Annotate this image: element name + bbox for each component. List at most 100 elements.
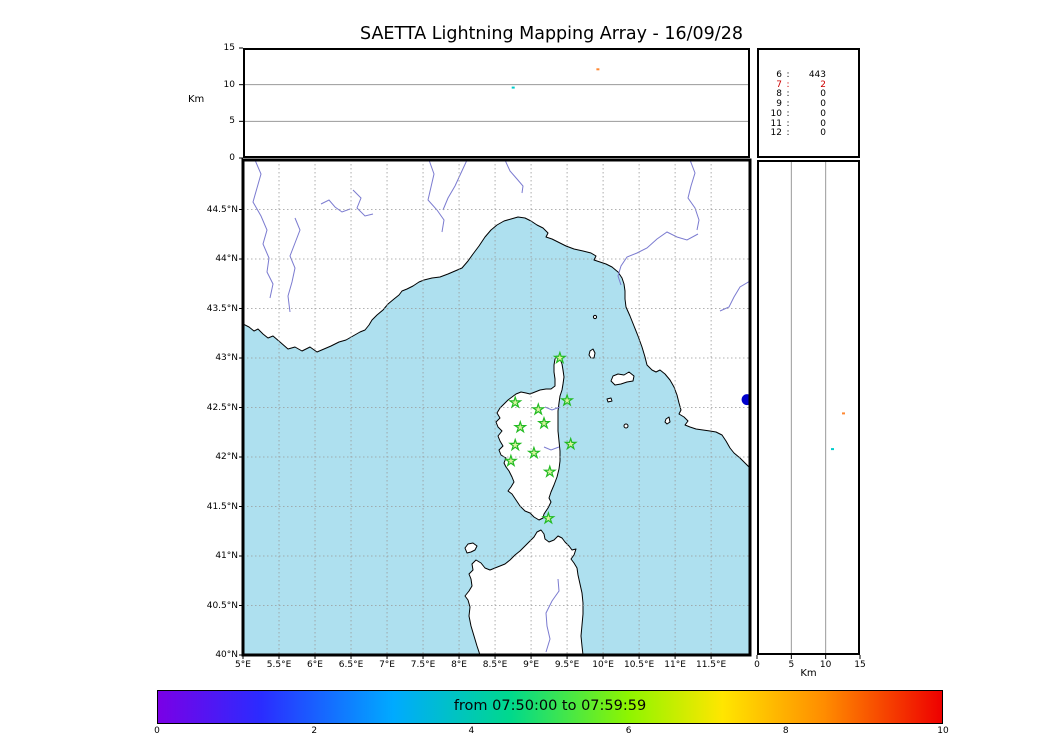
station-count-row: 11: 0	[759, 118, 858, 130]
km-tick-label: 10	[819, 660, 832, 670]
lon-tick-label: 7.5°E	[410, 660, 436, 670]
station-id: 8	[776, 89, 782, 100]
altitude-time-panel	[239, 47, 750, 159]
map-svg	[239, 158, 752, 659]
station-marker	[503, 453, 518, 467]
lat-tick-label: 43.5°N	[206, 303, 238, 314]
land-continent	[243, 160, 750, 469]
island-gorgona	[592, 314, 598, 320]
colon: :	[786, 89, 790, 100]
river	[687, 160, 700, 231]
station-count-row: 12: 0	[759, 129, 858, 139]
km-tick-label: 5	[788, 660, 795, 670]
station-marker	[531, 402, 546, 416]
river	[320, 199, 351, 213]
river	[442, 160, 468, 211]
station-count: 0	[820, 128, 826, 139]
colorbar-label: from 07:50:00 to 07:59:59	[453, 698, 647, 714]
station-marker	[559, 393, 575, 407]
station-count: 0	[820, 118, 826, 129]
station-marker	[542, 464, 557, 478]
lon-tick-label: 9.5°E	[554, 660, 580, 670]
lat-tick-label: 41°N	[215, 551, 238, 561]
map-panel	[239, 158, 752, 659]
km-tick-label: 0	[754, 660, 760, 670]
station-id: 10	[770, 108, 782, 119]
right-panel-axis-title: Km	[800, 668, 817, 679]
lon-tick-label: 5.5°E	[266, 660, 292, 670]
station-id: 7	[776, 79, 782, 90]
altitude-lat-tick-marks	[756, 655, 861, 659]
colorbar-tick-label: 6	[625, 726, 632, 736]
lat-tick-label: 40.5°N	[206, 600, 238, 611]
source-point	[842, 412, 845, 415]
colon: :	[786, 70, 790, 80]
lat-tick-label: 42°N	[215, 452, 238, 462]
station-id: 11	[770, 118, 782, 129]
river	[252, 160, 274, 299]
altitude-axis-title: Km	[188, 94, 205, 105]
station-count-list: 6: 443 7: 2 8: 0 9: 0 10: 0 11: 0 12: 0	[759, 70, 858, 139]
altitude-lat-gridlines	[790, 160, 827, 655]
river	[544, 406, 561, 411]
station-marker	[537, 415, 552, 430]
station-count-panel: 6: 443 7: 2 8: 0 9: 0 10: 0 11: 0 12: 0	[757, 48, 860, 158]
altitude-panel-border	[243, 48, 750, 158]
source-point	[596, 68, 600, 71]
station-count: 0	[820, 108, 826, 119]
station-count: 0	[820, 89, 826, 100]
colorbar-tick-label: 4	[468, 726, 475, 736]
island-elba	[610, 371, 635, 386]
lon-tick-label: 7°E	[379, 660, 395, 670]
map-border	[241, 158, 752, 657]
altitude-tick-marks	[239, 47, 243, 159]
station-markers	[503, 350, 578, 525]
station-count-row: 9: 0	[759, 99, 858, 110]
altitude-lat-points	[831, 412, 845, 451]
river	[545, 578, 560, 653]
figure-title: SAETTA Lightning Mapping Array - 16/09/2…	[360, 24, 743, 44]
station-id: 9	[776, 99, 782, 110]
altitude-latitude-svg	[756, 160, 861, 659]
station-marker	[508, 395, 523, 409]
colon: :	[786, 108, 790, 119]
station-marker	[513, 419, 528, 434]
lon-tick-label: 9°E	[523, 660, 540, 670]
altitude-gridlines	[243, 84, 750, 122]
station-marker	[526, 445, 542, 460]
lightning-sources	[741, 394, 750, 406]
km-tick-label: 15	[854, 660, 866, 670]
station-marker	[563, 436, 578, 451]
land-corsica	[495, 355, 565, 521]
colon: :	[786, 118, 790, 129]
lat-tick-label: 44.5°N	[206, 204, 238, 215]
station-count-row: 7: 2	[759, 79, 858, 91]
colon: :	[786, 99, 790, 110]
station-marker	[508, 437, 523, 452]
rivers	[252, 160, 750, 653]
colorbar-tick-label: 2	[311, 726, 318, 736]
altitude-tick-label: 10	[223, 79, 235, 90]
landmasses	[243, 160, 750, 655]
river	[719, 280, 750, 312]
lon-tick-label: 5°E	[235, 660, 251, 670]
lon-tick-label: 8°E	[451, 660, 467, 670]
altitude-latitude-panel	[756, 160, 861, 659]
station-marker	[552, 350, 567, 364]
river	[287, 217, 301, 313]
island-montecristo	[623, 423, 629, 429]
altitude-time-svg	[239, 47, 750, 159]
lon-tick-label: 11.5°E	[695, 660, 727, 670]
lat-tick-label: 43°N	[215, 353, 238, 363]
source-point	[511, 86, 515, 89]
altitude-lat-panel-border	[757, 160, 860, 655]
altitude-tick-label: 5	[229, 116, 235, 127]
land-sardinia	[464, 529, 584, 655]
station-count-row: 10: 0	[759, 108, 858, 120]
lon-tick-label: 10.5°E	[623, 660, 655, 670]
river	[543, 446, 560, 451]
river	[352, 189, 374, 217]
station-count: 0	[820, 99, 826, 110]
lon-tick-label: 11°E	[664, 660, 686, 670]
